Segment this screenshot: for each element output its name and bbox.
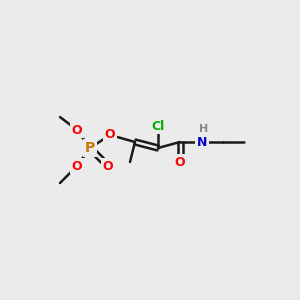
Text: N: N	[197, 136, 207, 148]
Text: O: O	[72, 124, 82, 136]
Text: O: O	[103, 160, 113, 172]
Text: O: O	[175, 155, 185, 169]
Text: O: O	[105, 128, 115, 142]
Text: H: H	[200, 124, 208, 134]
Text: Cl: Cl	[152, 119, 165, 133]
Text: O: O	[72, 160, 82, 172]
Text: P: P	[85, 141, 95, 155]
